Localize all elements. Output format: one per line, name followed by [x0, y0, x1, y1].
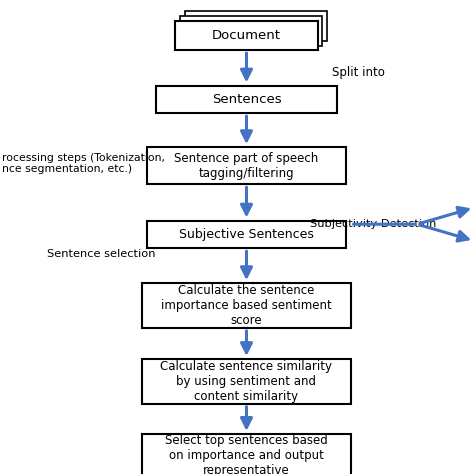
Text: Subjectivity Detection: Subjectivity Detection — [310, 219, 437, 229]
FancyBboxPatch shape — [142, 434, 351, 474]
Text: Sentence part of speech
tagging/filtering: Sentence part of speech tagging/filterin… — [174, 152, 319, 180]
Text: Select top sentences based
on importance and output
representative: Select top sentences based on importance… — [165, 435, 328, 474]
FancyBboxPatch shape — [142, 359, 351, 404]
Text: Subjective Sentences: Subjective Sentences — [179, 228, 314, 241]
Text: Document: Document — [212, 29, 281, 42]
FancyBboxPatch shape — [185, 11, 327, 41]
Text: Calculate sentence similarity
by using sentiment and
content similarity: Calculate sentence similarity by using s… — [161, 360, 332, 403]
FancyBboxPatch shape — [147, 221, 346, 248]
FancyBboxPatch shape — [147, 147, 346, 184]
FancyBboxPatch shape — [175, 21, 318, 50]
FancyBboxPatch shape — [156, 86, 337, 113]
Text: Split into: Split into — [332, 65, 385, 79]
Text: Sentence selection: Sentence selection — [47, 248, 156, 259]
Text: Calculate the sentence
importance based sentiment
score: Calculate the sentence importance based … — [161, 284, 332, 327]
FancyBboxPatch shape — [180, 16, 322, 46]
Text: Sentences: Sentences — [212, 93, 281, 106]
Text: rocessing steps (Tokenization,
nce segmentation, etc.): rocessing steps (Tokenization, nce segme… — [2, 153, 165, 174]
FancyBboxPatch shape — [142, 283, 351, 328]
